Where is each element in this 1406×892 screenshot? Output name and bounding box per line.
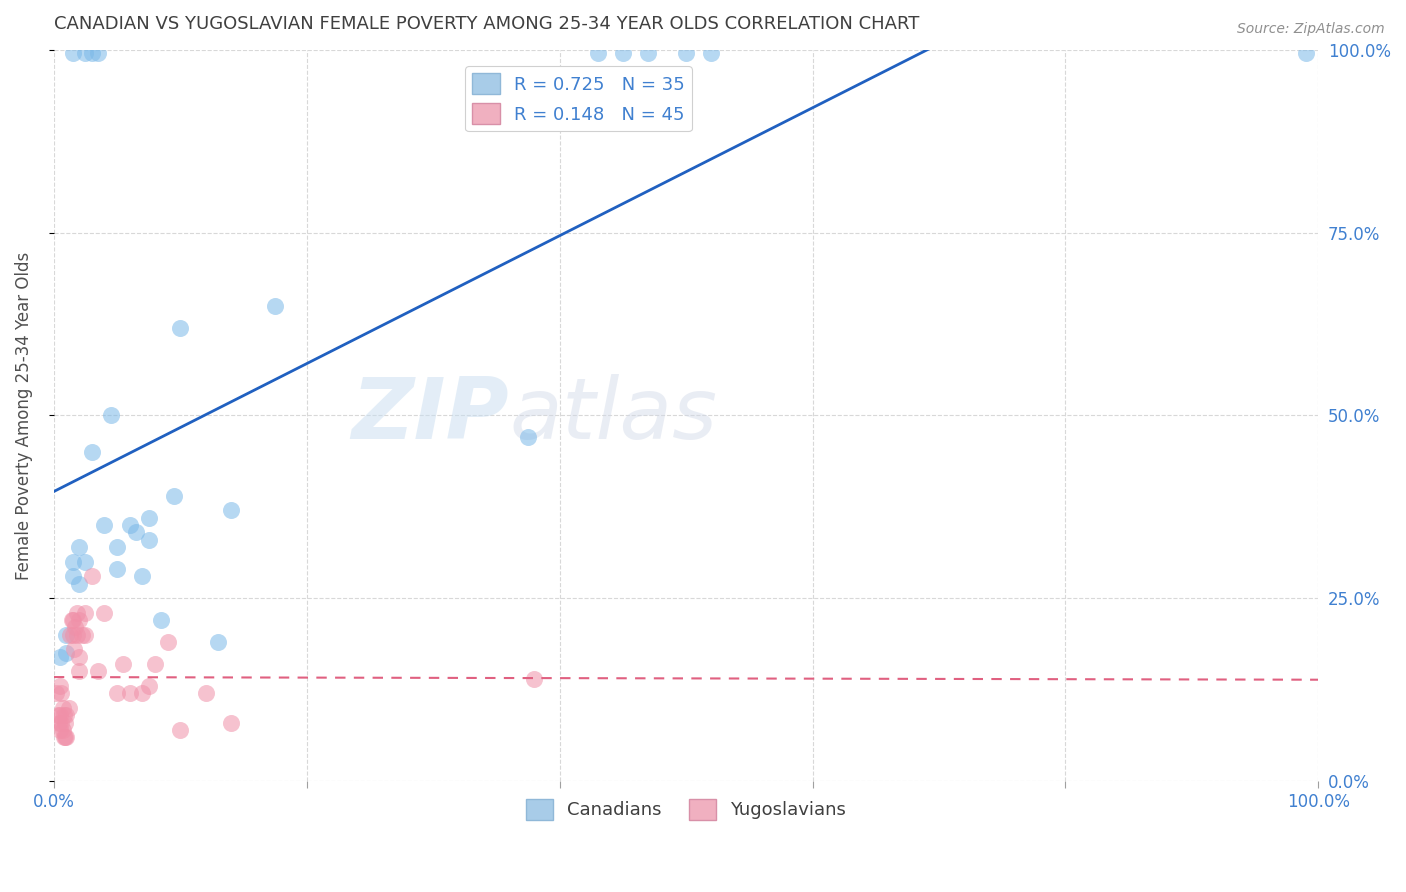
Point — [49, 679, 72, 693]
Point — [67, 576, 90, 591]
Point — [105, 686, 128, 700]
Point — [80, 46, 103, 61]
Point — [700, 46, 723, 61]
Point — [264, 299, 287, 313]
Point — [1295, 46, 1317, 61]
Point — [53, 715, 76, 730]
Point — [523, 672, 546, 686]
Point — [156, 635, 179, 649]
Point — [67, 613, 90, 627]
Point — [62, 46, 84, 61]
Point — [105, 562, 128, 576]
Text: atlas: atlas — [509, 374, 717, 457]
Point — [55, 730, 77, 744]
Text: Source: ZipAtlas.com: Source: ZipAtlas.com — [1237, 22, 1385, 37]
Point — [58, 701, 80, 715]
Point — [62, 628, 84, 642]
Point — [118, 686, 141, 700]
Point — [125, 525, 148, 540]
Point — [100, 409, 122, 423]
Point — [93, 606, 115, 620]
Point — [219, 503, 242, 517]
Point — [93, 518, 115, 533]
Point — [52, 730, 75, 744]
Point — [46, 708, 69, 723]
Point — [138, 679, 160, 693]
Point — [51, 686, 73, 700]
Point — [586, 46, 609, 61]
Point — [75, 46, 97, 61]
Point — [65, 620, 87, 634]
Point — [62, 569, 84, 583]
Point — [48, 715, 70, 730]
Point — [150, 613, 173, 627]
Point — [62, 613, 84, 627]
Point — [80, 445, 103, 459]
Point — [169, 320, 191, 334]
Point — [87, 665, 110, 679]
Point — [87, 46, 110, 61]
Point — [169, 723, 191, 737]
Point — [70, 628, 93, 642]
Point — [75, 606, 97, 620]
Point — [63, 642, 86, 657]
Point — [112, 657, 135, 671]
Point — [49, 649, 72, 664]
Point — [67, 649, 90, 664]
Point — [52, 708, 75, 723]
Point — [118, 518, 141, 533]
Point — [138, 510, 160, 524]
Point — [207, 635, 229, 649]
Point — [55, 646, 77, 660]
Point — [75, 628, 97, 642]
Point — [55, 628, 77, 642]
Legend: Canadians, Yugoslavians: Canadians, Yugoslavians — [519, 791, 853, 827]
Point — [75, 555, 97, 569]
Point — [65, 628, 87, 642]
Text: ZIP: ZIP — [352, 374, 509, 457]
Y-axis label: Female Poverty Among 25-34 Year Olds: Female Poverty Among 25-34 Year Olds — [15, 252, 32, 580]
Point — [612, 46, 634, 61]
Point — [131, 686, 153, 700]
Point — [59, 628, 82, 642]
Point — [45, 686, 67, 700]
Point — [52, 723, 75, 737]
Point — [51, 715, 73, 730]
Point — [163, 489, 186, 503]
Point — [517, 430, 540, 444]
Point — [65, 606, 87, 620]
Point — [675, 46, 697, 61]
Point — [219, 715, 242, 730]
Point — [637, 46, 659, 61]
Point — [80, 569, 103, 583]
Point — [138, 533, 160, 547]
Point — [49, 708, 72, 723]
Point — [53, 730, 76, 744]
Point — [105, 540, 128, 554]
Point — [55, 708, 77, 723]
Point — [67, 540, 90, 554]
Point — [67, 665, 90, 679]
Point — [143, 657, 166, 671]
Point — [62, 555, 84, 569]
Point — [60, 613, 83, 627]
Point — [52, 701, 75, 715]
Text: CANADIAN VS YUGOSLAVIAN FEMALE POVERTY AMONG 25-34 YEAR OLDS CORRELATION CHART: CANADIAN VS YUGOSLAVIAN FEMALE POVERTY A… — [53, 15, 920, 33]
Point — [194, 686, 217, 700]
Point — [131, 569, 153, 583]
Point — [49, 723, 72, 737]
